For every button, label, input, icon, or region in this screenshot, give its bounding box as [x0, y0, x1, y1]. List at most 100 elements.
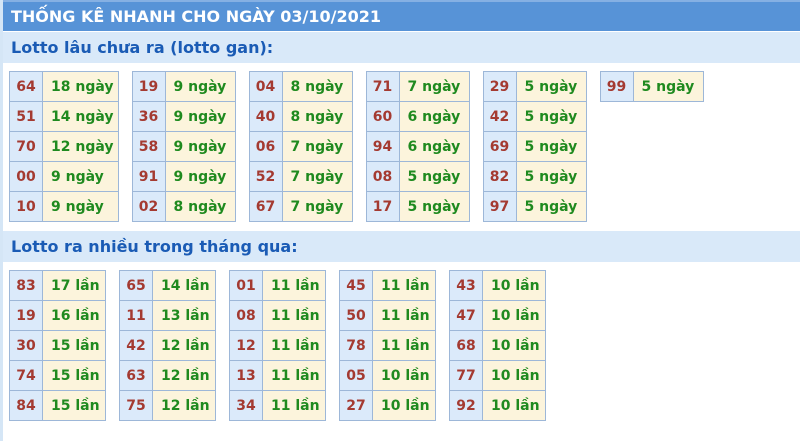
lotto-table: 45 11 lần 50 11 lần 78 11 lần 05 10 lần 27 10 lần [339, 270, 436, 421]
lotto-stat-value: 5 ngày [632, 71, 704, 102]
lotto-stat-value: 10 lần [482, 390, 546, 421]
table-row: 19 9 ngày [131, 71, 236, 102]
lotto-stat-value: 11 lần [262, 270, 326, 301]
lotto-table: 99 5 ngày [599, 71, 704, 102]
lotto-number: 74 [9, 360, 43, 391]
lotto-number: 17 [365, 191, 400, 222]
lotto-stat-value: 10 lần [372, 360, 436, 391]
lotto-number: 47 [449, 300, 483, 331]
lotto-table: 29 5 ngày 42 5 ngày 69 5 ngày 82 5 ngày 97 5 ngày [482, 71, 587, 222]
lotto-number: 08 [365, 161, 400, 192]
table-row: 71 7 ngày [365, 71, 470, 102]
lotto-number: 91 [131, 161, 166, 192]
lotto-number: 84 [9, 390, 43, 421]
lotto-stat-value: 14 lần [152, 270, 216, 301]
lotto-stat-value: 12 lần [152, 330, 216, 361]
lotto-stat-value: 12 ngày [42, 131, 119, 162]
table-row: 13 11 lần [229, 360, 326, 391]
lotto-table: 71 7 ngày 60 6 ngày 94 6 ngày 08 5 ngày 17 5 ngày [365, 71, 470, 222]
table-row: 42 12 lần [119, 330, 216, 361]
section-header-frequent-lotto: Lotto ra nhiều trong tháng qua: [3, 231, 800, 262]
lotto-stat-value: 5 ngày [515, 71, 587, 102]
lotto-stat-value: 9 ngày [164, 161, 236, 192]
lotto-stat-value: 11 lần [262, 330, 326, 361]
lotto-number: 99 [599, 71, 634, 102]
lotto-stat-value: 11 lần [262, 300, 326, 331]
lotto-stat-value: 11 lần [262, 360, 326, 391]
lotto-number: 68 [449, 330, 483, 361]
lotto-stat-value: 5 ngày [398, 161, 470, 192]
lotto-number: 97 [482, 191, 517, 222]
lotto-number: 42 [119, 330, 153, 361]
lotto-number: 30 [9, 330, 43, 361]
lotto-number: 04 [248, 71, 283, 102]
lotto-number: 70 [9, 131, 43, 162]
lotto-number: 06 [248, 131, 283, 162]
lotto-stat-value: 5 ngày [515, 191, 587, 222]
lotto-stat-value: 7 ngày [281, 161, 353, 192]
lotto-number: 52 [248, 161, 283, 192]
lotto-stat-value: 9 ngày [164, 101, 236, 132]
table-row: 82 5 ngày [482, 161, 587, 192]
lotto-stat-value: 12 lần [152, 390, 216, 421]
table-row: 94 6 ngày [365, 131, 470, 162]
table-row: 47 10 lần [449, 300, 546, 331]
lotto-number: 43 [449, 270, 483, 301]
table-row: 78 11 lần [339, 330, 436, 361]
lotto-table: 64 18 ngày 51 14 ngày 70 12 ngày 00 9 ngày 10 9 n… [9, 71, 119, 222]
table-row: 08 5 ngày [365, 161, 470, 192]
table-row: 27 10 lần [339, 390, 436, 421]
lotto-number: 65 [119, 270, 153, 301]
table-row: 64 18 ngày [9, 71, 119, 102]
table-row: 75 12 lần [119, 390, 216, 421]
lotto-stat-value: 7 ngày [281, 191, 353, 222]
table-row: 77 10 lần [449, 360, 546, 391]
lotto-number: 19 [131, 71, 166, 102]
table-row: 08 11 lần [229, 300, 326, 331]
table-row: 99 5 ngày [599, 71, 704, 102]
lotto-number: 67 [248, 191, 283, 222]
table-row: 65 14 lần [119, 270, 216, 301]
table-row: 91 9 ngày [131, 161, 236, 192]
table-row: 11 13 lần [119, 300, 216, 331]
lotto-number: 13 [229, 360, 263, 391]
table-row: 42 5 ngày [482, 101, 587, 132]
lotto-number: 78 [339, 330, 373, 361]
lotto-table: 43 10 lần 47 10 lần 68 10 lần 77 10 lần 92 10 lần [449, 270, 546, 421]
frequent-lotto-tables-row: 83 17 lần 19 16 lần 30 15 lần 74 15 lần 84 15 lần… [3, 262, 800, 430]
lotto-stat-value: 14 ngày [42, 101, 119, 132]
table-row: 10 9 ngày [9, 191, 119, 222]
lotto-stat-value: 8 ngày [281, 71, 353, 102]
lotto-stat-value: 5 ngày [515, 161, 587, 192]
lotto-number: 27 [339, 390, 373, 421]
lotto-stat-value: 5 ngày [515, 101, 587, 132]
table-row: 58 9 ngày [131, 131, 236, 162]
lotto-stat-value: 10 lần [372, 390, 436, 421]
lotto-stat-value: 17 lần [42, 270, 106, 301]
lotto-stat-value: 9 ngày [42, 191, 119, 222]
lotto-stat-value: 5 ngày [515, 131, 587, 162]
table-row: 63 12 lần [119, 360, 216, 391]
lotto-number: 83 [9, 270, 43, 301]
lotto-stat-value: 6 ngày [398, 131, 470, 162]
lotto-number: 00 [9, 161, 43, 192]
lotto-number: 77 [449, 360, 483, 391]
table-row: 84 15 lần [9, 390, 106, 421]
table-row: 12 11 lần [229, 330, 326, 361]
lotto-number: 64 [9, 71, 43, 102]
lotto-table: 01 11 lần 08 11 lần 12 11 lần 13 11 lần 34 11 lần [229, 270, 326, 421]
lotto-number: 40 [248, 101, 283, 132]
lotto-stat-value: 12 lần [152, 360, 216, 391]
table-row: 29 5 ngày [482, 71, 587, 102]
lotto-number: 71 [365, 71, 400, 102]
table-row: 67 7 ngày [248, 191, 353, 222]
table-row: 36 9 ngày [131, 101, 236, 132]
table-row: 01 11 lần [229, 270, 326, 301]
table-row: 60 6 ngày [365, 101, 470, 132]
lotto-number: 82 [482, 161, 517, 192]
lotto-stat-value: 15 lần [42, 390, 106, 421]
lotto-stat-value: 15 lần [42, 330, 106, 361]
lotto-number: 01 [229, 270, 263, 301]
lotto-number: 36 [131, 101, 166, 132]
